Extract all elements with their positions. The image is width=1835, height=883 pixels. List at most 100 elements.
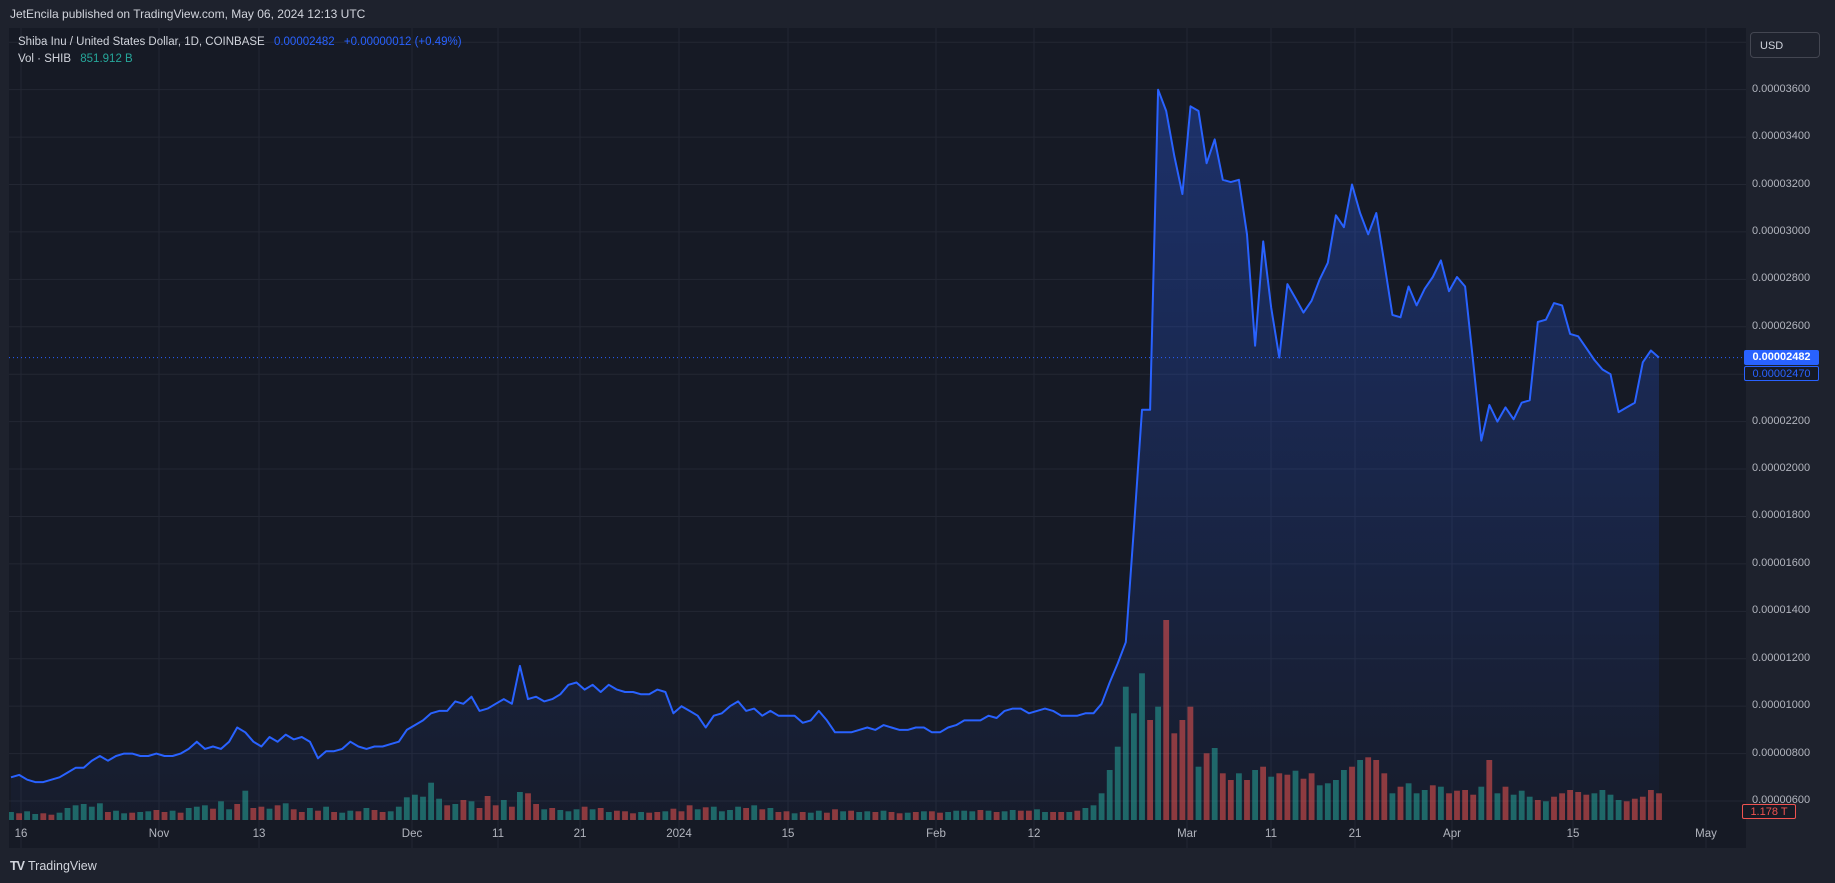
volume-bar [1066, 812, 1073, 820]
price-axis-label: 0.00003000 [1752, 224, 1811, 237]
volume-bar [32, 814, 39, 820]
volume-bar [1397, 786, 1404, 820]
price-axis-label: 0.00002800 [1752, 272, 1811, 285]
volume-bar [298, 812, 305, 820]
price-axis-label: 0.00001400 [1752, 604, 1811, 617]
volume-bar [395, 806, 402, 820]
price-axis-label: 0.00000600 [1752, 794, 1811, 807]
volume-bar [904, 812, 911, 820]
volume-bar [509, 806, 515, 820]
volume-bar [1001, 811, 1008, 820]
chart-pane[interactable] [9, 28, 1746, 848]
volume-bar [500, 800, 507, 820]
volume-bar [1583, 794, 1590, 820]
volume-bar [1034, 809, 1040, 820]
volume-bar [24, 811, 30, 820]
tradingview-logo[interactable]: TV TradingView [10, 859, 97, 873]
time-axis-label: Mar [1177, 828, 1197, 840]
volume-bar [1462, 790, 1468, 820]
price-chart[interactable] [9, 28, 1746, 848]
volume-bar [1227, 780, 1234, 820]
volume-bar [72, 805, 79, 820]
volume-bar [88, 806, 95, 820]
volume-bar [541, 809, 548, 820]
volume-bar [953, 810, 960, 820]
volume-bar [1284, 774, 1291, 820]
volume-bar [1543, 801, 1549, 820]
volume-bar [702, 807, 709, 820]
time-axis-label: 15 [781, 828, 795, 840]
volume-bar [452, 804, 459, 820]
volume-bar [1090, 805, 1097, 820]
price-change-value: +0.00000012 (+0.49%) [343, 36, 462, 48]
volume-bar [646, 812, 653, 820]
volume-bar [525, 793, 531, 820]
currency-button[interactable]: USD [1750, 32, 1820, 58]
volume-bar [1195, 766, 1202, 820]
volume-bar [1308, 773, 1315, 820]
volume-bar [710, 806, 717, 820]
volume-bar [137, 812, 144, 820]
last-price-value: 0.00002482 [273, 36, 335, 48]
volume-bar [1478, 786, 1485, 820]
volume-bar [161, 812, 168, 820]
time-axis-label: 11 [492, 828, 504, 840]
volume-bar [581, 806, 588, 820]
previous-close-tag: 0.00002470 [1744, 365, 1819, 381]
volume-bar [371, 810, 378, 820]
volume-bar [331, 812, 337, 820]
volume-bar [323, 806, 329, 820]
volume-bar [1236, 773, 1242, 820]
symbol-title[interactable]: Shiba Inu / United States Dollar, 1D, CO… [18, 36, 265, 48]
header: JetEncila published on TradingView.com, … [0, 0, 1835, 28]
time-axis-label: 13 [252, 828, 266, 840]
volume-bar [1333, 780, 1339, 820]
volume-bar [1494, 793, 1501, 820]
volume-bar [614, 810, 620, 820]
volume-bar [533, 804, 539, 820]
volume-bar [412, 794, 418, 820]
volume-bar [315, 810, 321, 820]
time-axis-label: Nov [148, 828, 170, 840]
volume-bar [1114, 746, 1121, 820]
volume-bar [638, 812, 644, 820]
volume-bar [662, 811, 669, 820]
volume-bar [444, 805, 451, 820]
volume-bar [1389, 793, 1396, 820]
volume-bar [1405, 783, 1412, 820]
volume-bar [468, 801, 475, 820]
volume-bar [226, 809, 232, 820]
volume-bar [557, 810, 564, 820]
volume-bar [1292, 770, 1299, 820]
price-axis-label: 0.00000800 [1752, 746, 1811, 759]
volume-bar [387, 811, 394, 820]
volume-bar [1567, 790, 1573, 820]
volume-bar [1486, 760, 1493, 820]
volume-bar [1203, 753, 1210, 820]
volume-bar [751, 805, 758, 820]
volume-bar [105, 812, 111, 820]
time-axis-label: 12 [1027, 828, 1041, 840]
volume-bar [1316, 785, 1323, 820]
volume-bar [97, 803, 103, 820]
volume-bar [824, 812, 830, 820]
volume-bar [9, 812, 14, 820]
volume-bar [630, 813, 636, 820]
volume-bar [153, 810, 160, 820]
time-axis-label: 21 [573, 828, 587, 840]
volume-bar [339, 812, 346, 820]
time-axis-label: 11 [1265, 828, 1277, 840]
volume-bar [1631, 798, 1638, 820]
volume-bar [791, 813, 798, 820]
volume-bar [1026, 810, 1032, 820]
volume-bar [1438, 786, 1444, 820]
time-axis-label: Apr [1443, 828, 1461, 840]
volume-bar [363, 808, 370, 820]
price-axis[interactable]: 0.000038000.000036000.000034000.00003200… [1746, 28, 1835, 848]
time-axis[interactable]: 16 Nov 13 Dec 11 21 2024 15 Feb 12 Mar 11 21 Apr 15 May [9, 820, 1746, 848]
price-axis-label: 0.00001000 [1752, 699, 1811, 712]
volume-label[interactable]: Vol · SHIB [18, 53, 72, 65]
time-axis-label: Feb [926, 828, 946, 840]
time-axis-label: May [1695, 828, 1717, 840]
price-area-fill [11, 89, 1659, 820]
